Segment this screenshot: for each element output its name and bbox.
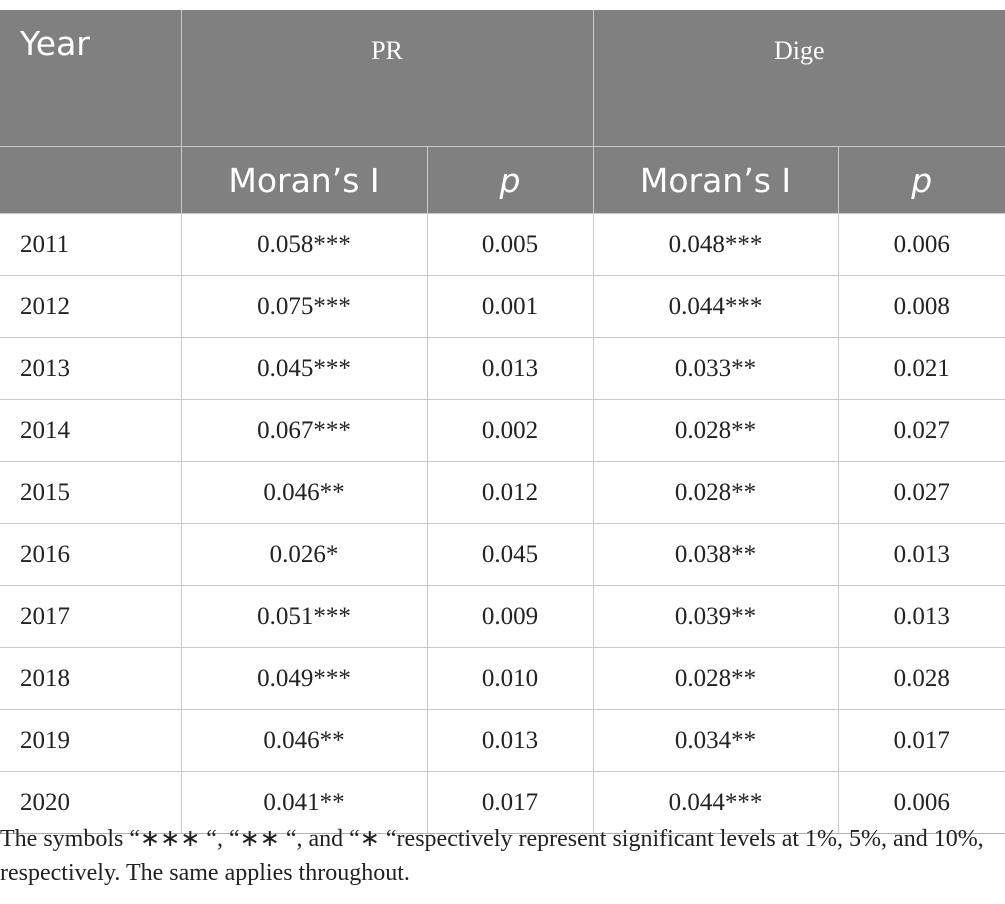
cell-dige-p: 0.008: [837, 275, 1005, 338]
cell-dige-p: 0.028: [837, 647, 1005, 710]
cell-dige-p: 0.027: [837, 399, 1005, 462]
cell-dige-p: 0.013: [837, 585, 1005, 648]
cell-pr-moran: 0.026*: [180, 523, 428, 586]
cell-pr-moran: 0.041**: [180, 771, 428, 834]
table-footnote: The symbols “∗∗∗ “, “∗∗ “, and “∗ “respe…: [0, 826, 984, 886]
cell-year: 2011: [0, 213, 182, 276]
cell-dige-p: 0.006: [837, 771, 1005, 834]
cell-year: 2018: [0, 647, 182, 710]
header-pr-p: p: [426, 146, 594, 214]
table-row: 2018 0.049*** 0.010 0.028** 0.028: [0, 647, 1005, 710]
cell-dige-moran: 0.044***: [592, 275, 839, 338]
header-row-groups: Year PR Dige: [0, 10, 1005, 147]
cell-pr-moran: 0.046**: [180, 709, 428, 772]
table-row: 2014 0.067*** 0.002 0.028** 0.027: [0, 399, 1005, 462]
header-year-blank: [0, 146, 182, 214]
cell-year: 2014: [0, 399, 182, 462]
table-row: 2017 0.051*** 0.009 0.039** 0.013: [0, 585, 1005, 648]
cell-pr-moran: 0.045***: [180, 337, 428, 400]
cell-pr-p: 0.001: [426, 275, 594, 338]
table-row: 2020 0.041** 0.017 0.044*** 0.006: [0, 771, 1005, 834]
cell-pr-p: 0.013: [426, 709, 594, 772]
cell-dige-p: 0.021: [837, 337, 1005, 400]
cell-dige-moran: 0.048***: [592, 213, 839, 276]
table-row: 2011 0.058*** 0.005 0.048*** 0.006: [0, 213, 1005, 276]
cell-pr-moran: 0.049***: [180, 647, 428, 710]
cell-pr-p: 0.013: [426, 337, 594, 400]
cell-year: 2017: [0, 585, 182, 648]
cell-year: 2013: [0, 337, 182, 400]
cell-dige-moran: 0.039**: [592, 585, 839, 648]
cell-pr-moran: 0.046**: [180, 461, 428, 524]
cell-pr-p: 0.012: [426, 461, 594, 524]
cell-pr-p: 0.009: [426, 585, 594, 648]
cell-pr-moran: 0.051***: [180, 585, 428, 648]
header-dige-moran: Moran’s I: [592, 146, 839, 214]
cell-pr-moran: 0.067***: [180, 399, 428, 462]
cell-year: 2020: [0, 771, 182, 834]
cell-dige-moran: 0.034**: [592, 709, 839, 772]
cell-year: 2015: [0, 461, 182, 524]
cell-pr-moran: 0.058***: [180, 213, 428, 276]
cell-pr-p: 0.010: [426, 647, 594, 710]
cell-dige-p: 0.013: [837, 523, 1005, 586]
cell-pr-p: 0.045: [426, 523, 594, 586]
cell-dige-p: 0.027: [837, 461, 1005, 524]
cell-year: 2012: [0, 275, 182, 338]
cell-year: 2019: [0, 709, 182, 772]
table-row: 2016 0.026* 0.045 0.038** 0.013: [0, 523, 1005, 586]
header-dige-p: p: [837, 146, 1005, 214]
cell-dige-moran: 0.033**: [592, 337, 839, 400]
cell-year: 2016: [0, 523, 182, 586]
header-pr-moran: Moran’s I: [180, 146, 428, 214]
cell-pr-p: 0.002: [426, 399, 594, 462]
table-body: 2011 0.058*** 0.005 0.048*** 0.006 2012 0.075*…: [0, 213, 1005, 834]
cell-dige-moran: 0.028**: [592, 461, 839, 524]
cell-pr-p: 0.017: [426, 771, 594, 834]
header-year: Year: [0, 10, 182, 147]
cell-pr-p: 0.005: [426, 213, 594, 276]
table-row: 2013 0.045*** 0.013 0.033** 0.021: [0, 337, 1005, 400]
cell-dige-moran: 0.038**: [592, 523, 839, 586]
cell-dige-p: 0.006: [837, 213, 1005, 276]
table-row: 2012 0.075*** 0.001 0.044*** 0.008: [0, 275, 1005, 338]
moran-table: Year PR Dige Moran’s I p Moran’s I p 201…: [0, 10, 1005, 834]
cell-pr-moran: 0.075***: [180, 275, 428, 338]
table-row: 2015 0.046** 0.012 0.028** 0.027: [0, 461, 1005, 524]
cell-dige-moran: 0.028**: [592, 647, 839, 710]
header-group-dige: Dige: [592, 10, 1005, 147]
table-row: 2019 0.046** 0.013 0.034** 0.017: [0, 709, 1005, 772]
cell-dige-p: 0.017: [837, 709, 1005, 772]
cell-dige-moran: 0.028**: [592, 399, 839, 462]
header-row-subcolumns: Moran’s I p Moran’s I p: [0, 146, 1005, 214]
cell-dige-moran: 0.044***: [592, 771, 839, 834]
header-group-pr: PR: [180, 10, 594, 147]
